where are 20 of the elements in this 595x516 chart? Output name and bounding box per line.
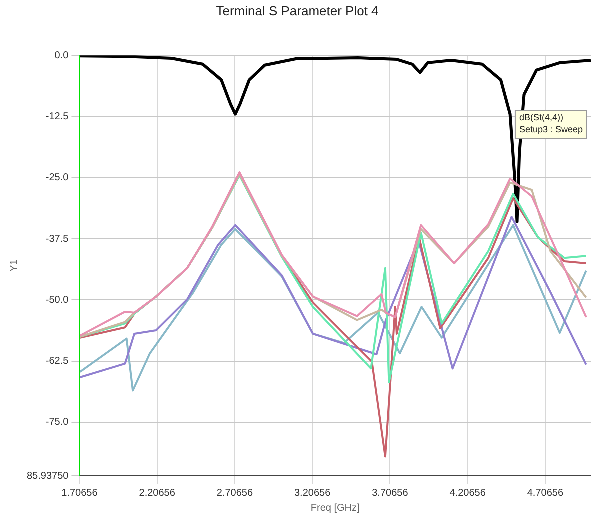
y-axis-title: Y1 (8, 259, 20, 272)
x-tick-label: 4.20656 (450, 488, 486, 499)
y-tick-label: -50.0 (46, 294, 70, 306)
x-tick-label: 3.20656 (294, 488, 332, 499)
x-tick-label: 1.70656 (62, 488, 98, 499)
x-tick-label: 4.70656 (527, 488, 564, 499)
y-tick-label: -25.0 (46, 172, 70, 184)
y-tick-label: -75.0 (46, 417, 70, 428)
x-tick-label: 3.70656 (372, 488, 409, 499)
chart-title: Terminal S Parameter Plot 4 (216, 3, 379, 18)
x-tick-label: 2.70656 (216, 488, 254, 499)
y-tick-label: -37.5 (46, 234, 70, 245)
x-axis-title: Freq [GHz] (310, 502, 360, 514)
y-tick-label: -62.5 (46, 356, 70, 368)
y-tick-label: 85.93750 (26, 470, 70, 482)
x-tick-label: 2.20656 (139, 488, 176, 499)
annotation: dB(St(4,4)) (519, 112, 564, 123)
y-tick-label: -12.5 (46, 112, 70, 122)
annotation: Setup3 : Sweep (519, 124, 583, 135)
y-tick-label: 0.0 (54, 50, 70, 62)
